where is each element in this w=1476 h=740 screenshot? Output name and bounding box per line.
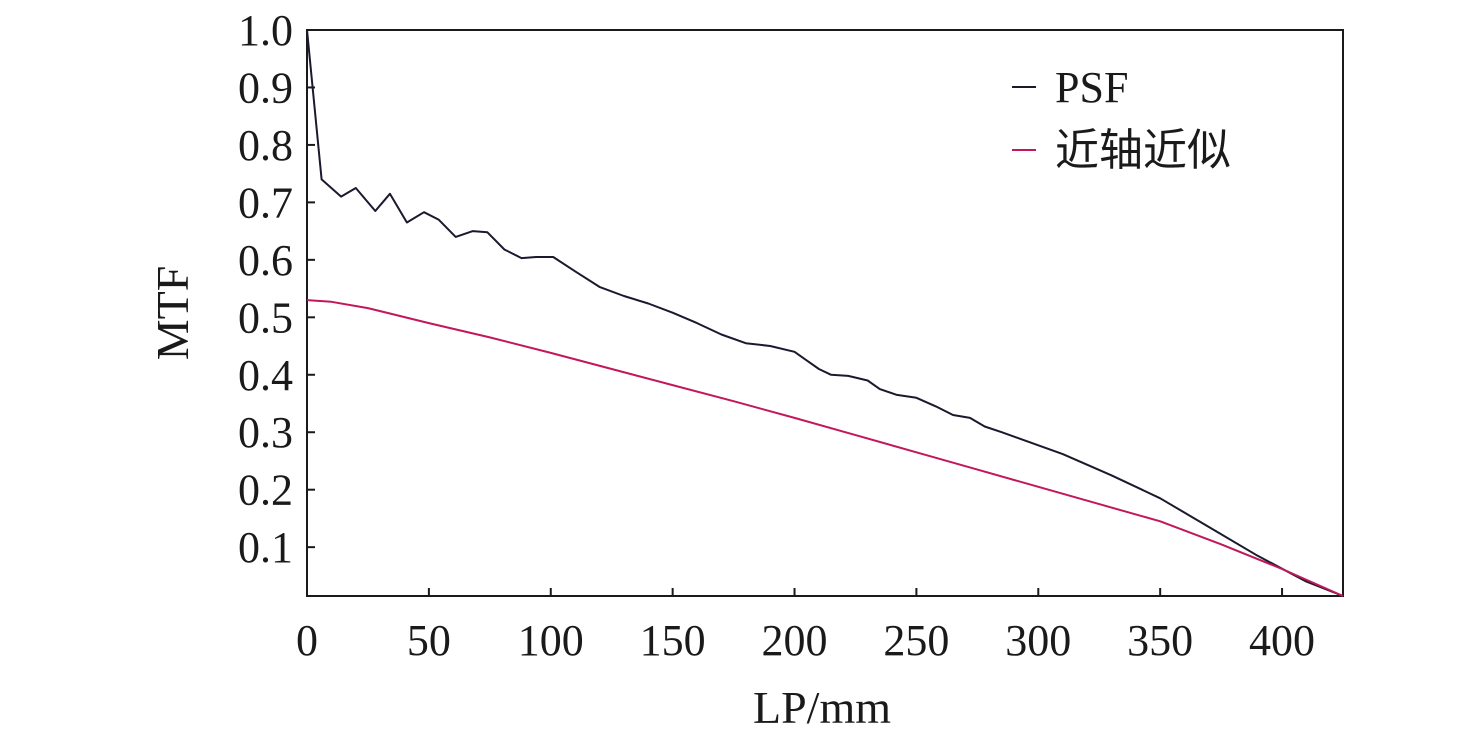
x-tick-label: 400 — [1249, 616, 1315, 665]
y-tick-label: 0.6 — [238, 236, 293, 285]
legend-label-paraxial: 近轴近似 — [1055, 126, 1231, 175]
y-tick-label: 1.0 — [238, 6, 293, 55]
legend: PSF 近轴近似 — [1012, 63, 1231, 175]
series-line-psf — [306, 29, 1344, 597]
x-tick-label: 250 — [883, 616, 949, 665]
x-tick-label: 100 — [518, 616, 584, 665]
series-line-paraxial — [306, 299, 1344, 597]
plot-frame — [306, 29, 1344, 597]
y-tick-label: 0.8 — [238, 121, 293, 170]
x-tick-label: 50 — [407, 616, 451, 665]
y-tick-label: 0.4 — [238, 351, 293, 400]
x-tick-label: 300 — [1005, 616, 1071, 665]
y-tick-label: 0.5 — [238, 293, 293, 342]
y-tick-label: 0.3 — [238, 408, 293, 457]
y-tick-label: 0.7 — [238, 178, 293, 227]
x-axis-ticks: 0 50 100 150 200 250 300 350 400 — [296, 588, 1315, 665]
y-tick-label: 0.2 — [238, 466, 293, 515]
y-axis-title: MTF — [147, 266, 198, 361]
series-layer — [306, 29, 1344, 597]
y-tick-label: 0.1 — [238, 523, 293, 572]
x-tick-label: 150 — [640, 616, 706, 665]
y-axis-ticks: 0.1 0.2 0.3 0.4 0.5 0.6 0.7 0.8 0.9 1.0 — [238, 6, 315, 572]
legend-label-psf: PSF — [1055, 63, 1128, 112]
x-axis-title: LP/mm — [753, 682, 891, 733]
x-tick-label: 350 — [1127, 616, 1193, 665]
x-tick-label: 0 — [296, 616, 318, 665]
x-tick-label: 200 — [762, 616, 828, 665]
y-tick-label: 0.9 — [238, 63, 293, 112]
